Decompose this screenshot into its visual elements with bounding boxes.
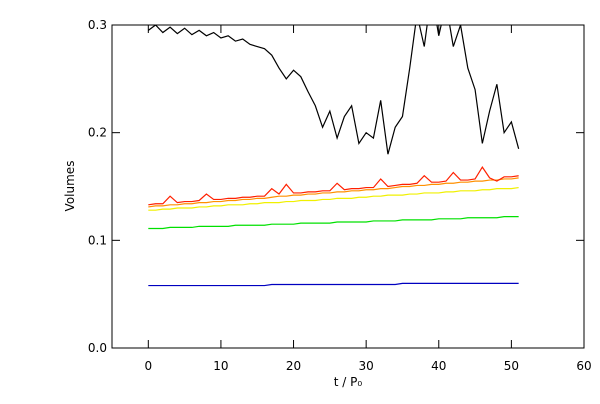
- series-line: [147, 25, 520, 155]
- x-tick-label: 60: [576, 359, 591, 373]
- y-tick-label: 0.3: [88, 18, 107, 32]
- y-axis-label: Volumes: [63, 161, 77, 212]
- plot-lines: [147, 25, 520, 287]
- series-line: [148, 166, 519, 206]
- series-line: [148, 282, 519, 287]
- series-line: [148, 216, 519, 230]
- y-tick-label: 0.2: [88, 126, 107, 140]
- x-axis-label: t / P₀: [334, 375, 363, 389]
- y-tick-label: 0.1: [88, 233, 107, 247]
- plot-frame: [111, 24, 585, 349]
- x-tick-label: 30: [359, 359, 374, 373]
- x-tick-label: 40: [431, 359, 446, 373]
- x-tick-label: 10: [213, 359, 228, 373]
- x-tick-label: 0: [144, 359, 152, 373]
- x-tick-label: 20: [286, 359, 301, 373]
- x-tick-label: 50: [504, 359, 519, 373]
- series-line: [148, 177, 519, 208]
- y-tick-label: 0.0: [88, 341, 107, 355]
- series-line: [148, 186, 519, 211]
